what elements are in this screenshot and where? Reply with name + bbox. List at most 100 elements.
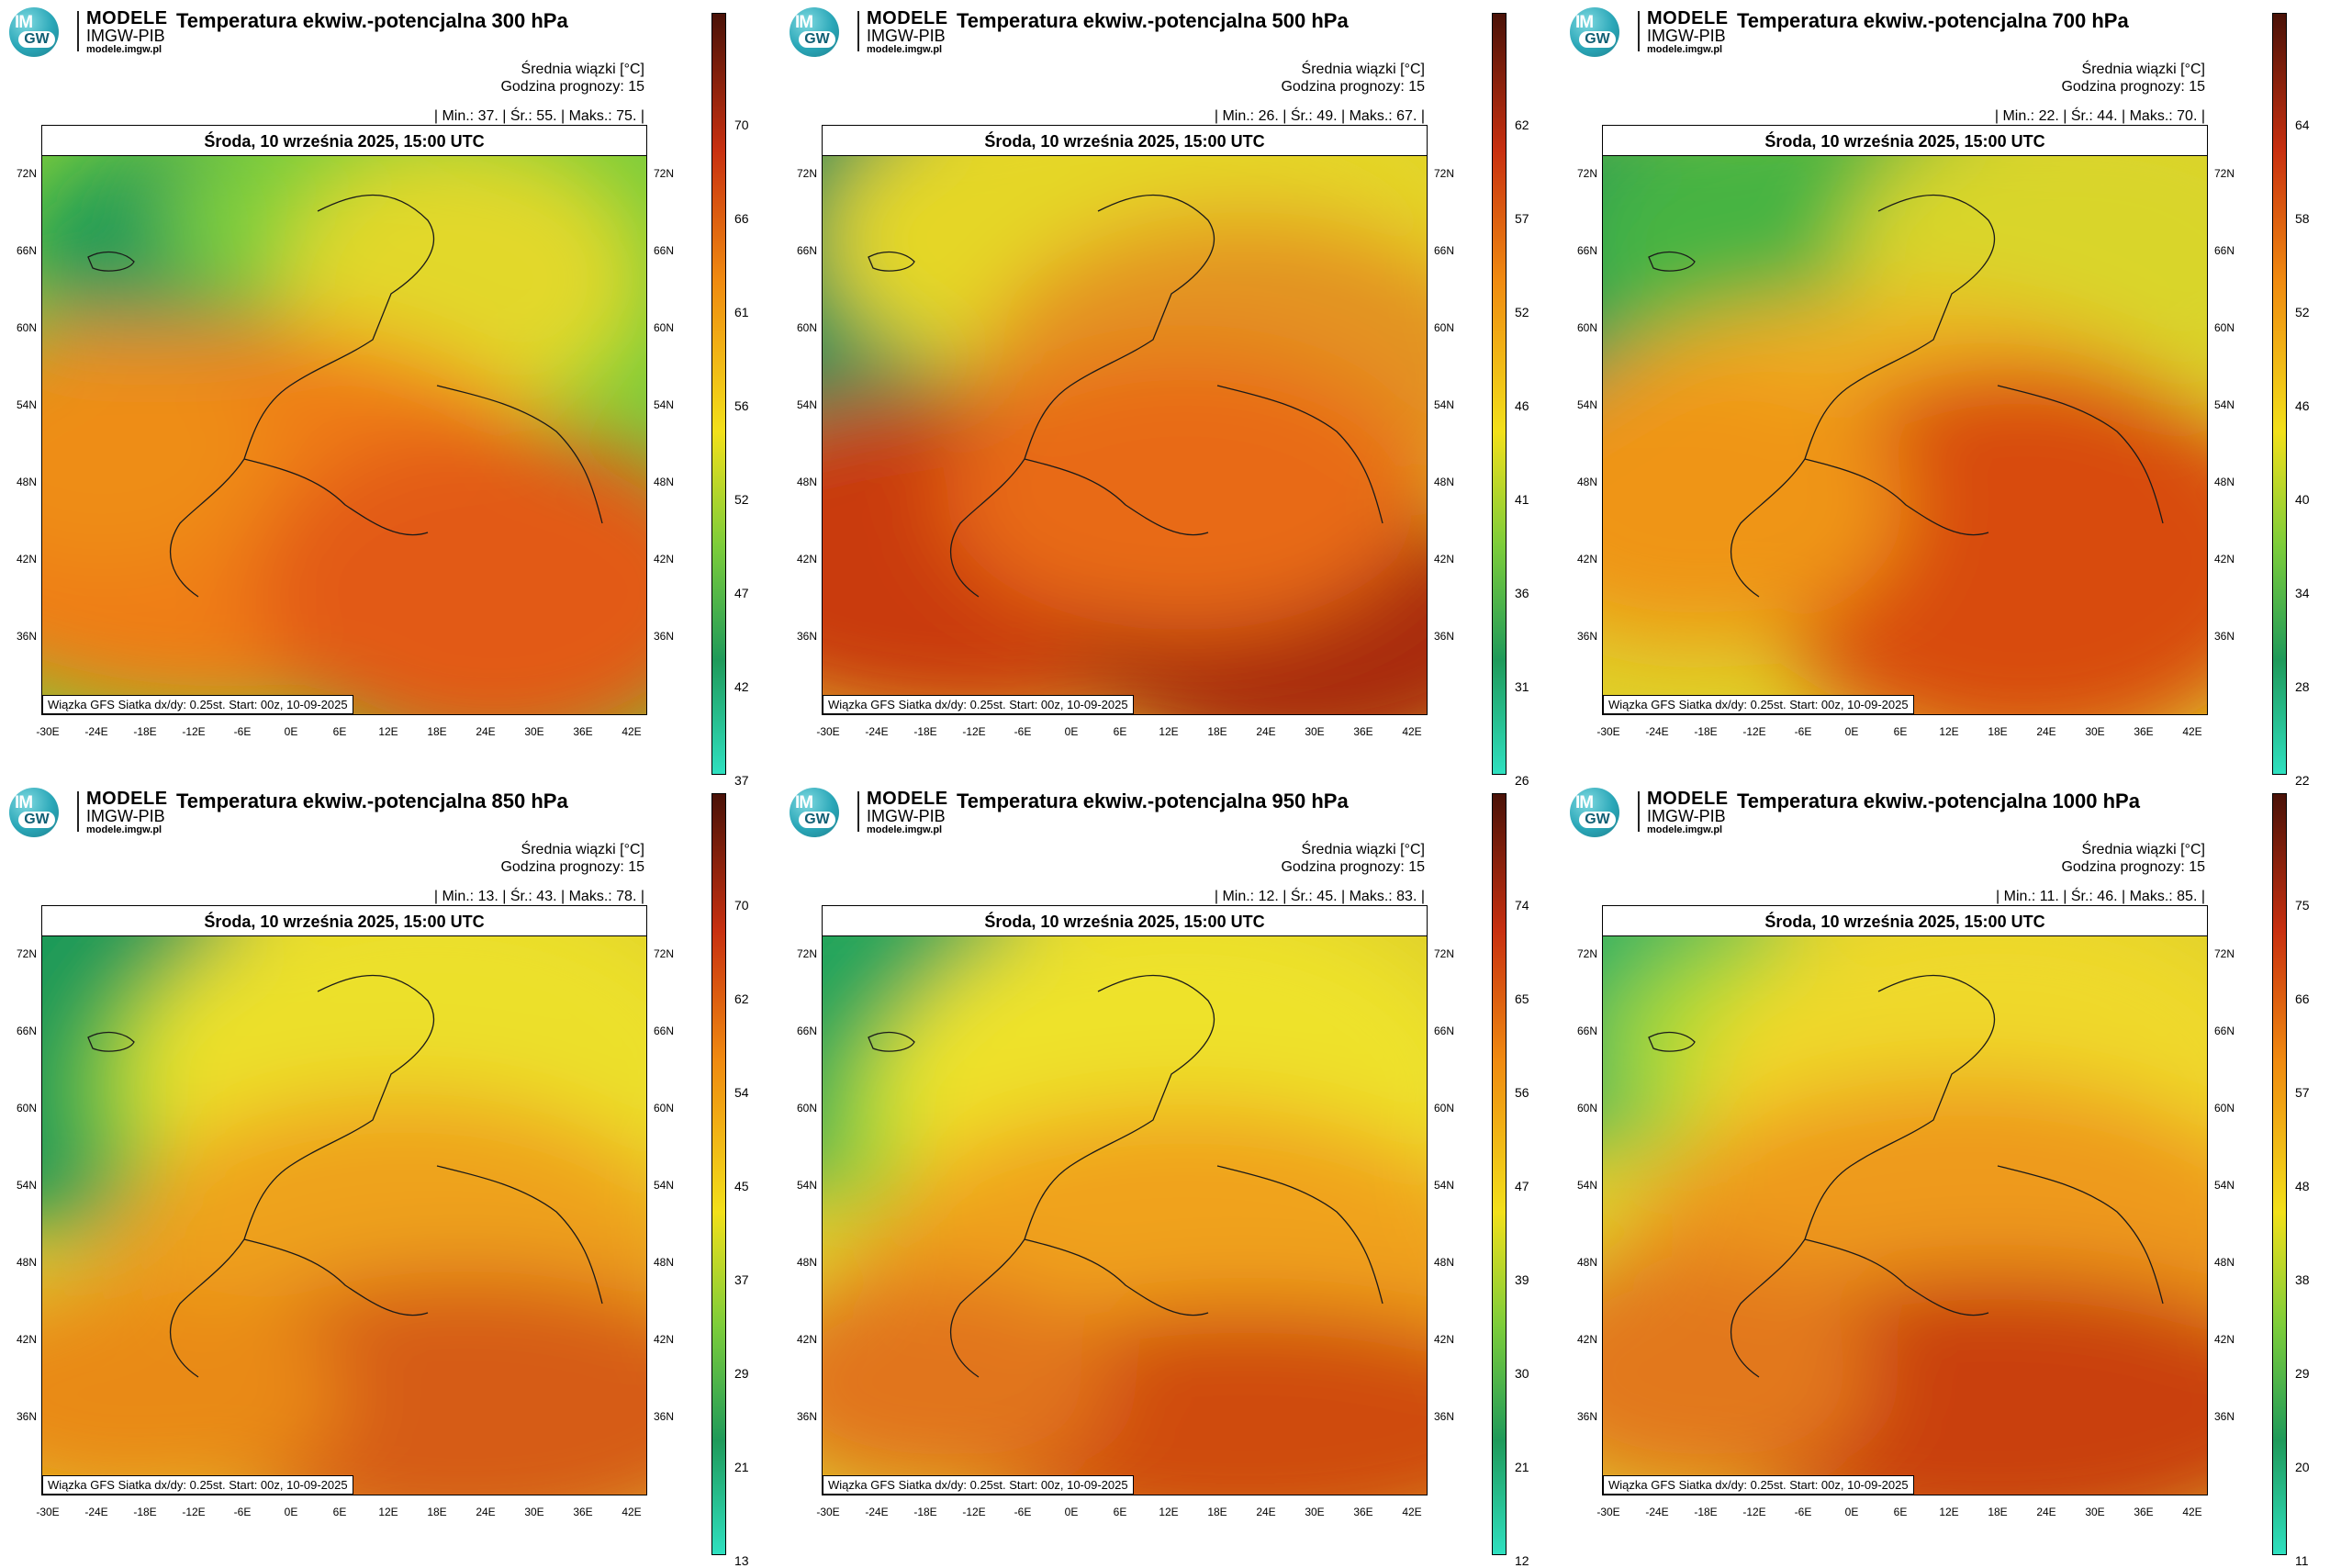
- logo-brand: MODELE: [86, 8, 168, 28]
- valid-date: Środa, 10 września 2025, 15:00 UTC: [822, 125, 1428, 156]
- longitude-label: 42E: [2182, 1506, 2202, 1518]
- forecast-hour: Godzina prognozy: 15: [500, 79, 644, 95]
- latitude-label: 54N: [1434, 1179, 1455, 1192]
- latitude-label: 60N: [797, 1102, 818, 1114]
- colorbar-tick: 47: [1515, 1179, 1529, 1193]
- temperature-field: [823, 936, 1427, 1495]
- latitude-label: 36N: [1434, 630, 1455, 643]
- latitude-label: 42N: [17, 1333, 38, 1346]
- colorbar-tick: 65: [1515, 991, 1529, 1006]
- unit-label: Średnia wiązki [°C]: [2081, 62, 2205, 77]
- colorbar-tick: 46: [2295, 398, 2310, 413]
- logo-brand: MODELE: [1647, 789, 1729, 809]
- longitude-label: -24E: [1645, 1506, 1669, 1518]
- valid-date: Środa, 10 września 2025, 15:00 UTC: [41, 905, 647, 936]
- map-area: Wiązka GFS Siatka dx/dy: 0.25st. Start: …: [822, 935, 1428, 1495]
- logo-divider: [857, 791, 859, 832]
- longitude-label: 18E: [1988, 1506, 2008, 1518]
- latitude-label: 54N: [1434, 398, 1455, 411]
- forecast-hour: Godzina prognozy: 15: [2061, 79, 2205, 95]
- longitude-label: -30E: [1596, 1506, 1620, 1518]
- longitude-label: -12E: [962, 1506, 986, 1518]
- imgw-logo: IM GW MODELE IMGW-PIB modele.imgw.pl: [9, 7, 168, 57]
- longitude-label: -24E: [84, 725, 108, 738]
- colorbar: [2272, 793, 2287, 1555]
- iceland-outline: [87, 251, 135, 272]
- map-panel: IM GW MODELE IMGW-PIB modele.imgw.pl Tem…: [1561, 780, 2341, 1568]
- logo-divider: [857, 11, 859, 51]
- latitude-label: 48N: [797, 1256, 818, 1269]
- logo-mark-gw: GW: [1579, 31, 1616, 48]
- longitude-label: -30E: [1596, 725, 1620, 738]
- map-panel: IM GW MODELE IMGW-PIB modele.imgw.pl Tem…: [780, 0, 1561, 788]
- longitude-label: 6E: [332, 725, 347, 738]
- latitude-label: 66N: [1577, 244, 1598, 257]
- colorbar-tick: 70: [734, 118, 749, 132]
- panel-title: Temperatura ekwiw.-potencjalna 300 hPa: [176, 9, 568, 32]
- temperature-field: [1603, 936, 2207, 1495]
- logo-mark-gw: GW: [799, 812, 835, 828]
- longitude-label: 6E: [1113, 725, 1127, 738]
- latitude-label: 48N: [654, 1256, 675, 1269]
- colorbar-tick: 52: [734, 492, 749, 507]
- logo-mark-im: IM: [1575, 793, 1594, 812]
- latitude-label: 60N: [2214, 321, 2235, 334]
- latitude-label: 66N: [17, 1025, 38, 1037]
- latitude-label: 48N: [797, 476, 818, 488]
- panel-title: Temperatura ekwiw.-potencjalna 700 hPa: [1737, 9, 2129, 32]
- longitude-label: 42E: [2182, 725, 2202, 738]
- latitude-label: 66N: [654, 1025, 675, 1037]
- colorbar-tick: 21: [1515, 1460, 1529, 1474]
- panel-meta: Średnia wiązki [°C] Godzina prognozy: 15: [500, 61, 644, 95]
- latitude-label: 66N: [1434, 1025, 1455, 1037]
- latitude-label: 36N: [17, 1410, 38, 1423]
- latitude-label: 42N: [654, 553, 675, 566]
- longitude-label: 30E: [524, 1506, 544, 1518]
- logo-url: modele.imgw.pl: [86, 824, 162, 835]
- unit-label: Średnia wiązki [°C]: [521, 842, 644, 857]
- logo-mark-gw: GW: [799, 31, 835, 48]
- longitude-label: 24E: [2036, 725, 2056, 738]
- latitude-label: 66N: [797, 1025, 818, 1037]
- logo-mark-im: IM: [1575, 13, 1594, 32]
- iceland-outline: [1648, 251, 1696, 272]
- colorbar-tick: 66: [2295, 991, 2310, 1006]
- longitude-label: 0E: [284, 1506, 298, 1518]
- imgw-logo-mark: IM GW: [1570, 7, 1619, 57]
- latitude-label: 42N: [1434, 553, 1455, 566]
- stats-line: | Min.: 12. | Śr.: 45. | Maks.: 83. |: [1214, 889, 1425, 904]
- logo-sub: IMGW-PIB: [1647, 27, 1726, 45]
- longitude-label: -18E: [1694, 1506, 1718, 1518]
- longitude-label: 0E: [1844, 725, 1859, 738]
- logo-sub: IMGW-PIB: [86, 27, 165, 45]
- colorbar-tick: 62: [734, 991, 749, 1006]
- logo-divider: [1638, 791, 1640, 832]
- colorbar-tick: 29: [734, 1366, 749, 1381]
- latitude-label: 60N: [2214, 1102, 2235, 1114]
- colorbar-tick: 74: [1515, 898, 1529, 913]
- latitude-label: 36N: [1577, 630, 1598, 643]
- logo-sub: IMGW-PIB: [867, 807, 946, 825]
- stats-line: | Min.: 13. | Śr.: 43. | Maks.: 78. |: [433, 889, 644, 904]
- latitude-label: 66N: [2214, 1025, 2235, 1037]
- model-credit: Wiązka GFS Siatka dx/dy: 0.25st. Start: …: [823, 1475, 1134, 1495]
- longitude-label: -12E: [1742, 725, 1766, 738]
- colorbar-tick: 21: [734, 1460, 749, 1474]
- longitude-label: -18E: [1694, 725, 1718, 738]
- latitude-label: 60N: [17, 321, 38, 334]
- latitude-label: 60N: [1434, 1102, 1455, 1114]
- forecast-hour: Godzina prognozy: 15: [1281, 859, 1425, 875]
- colorbar-tick: 38: [2295, 1272, 2310, 1287]
- longitude-label: 36E: [2134, 725, 2154, 738]
- imgw-logo-mark: IM GW: [9, 7, 59, 57]
- colorbar-tick: 61: [734, 305, 749, 319]
- longitude-label: -12E: [182, 1506, 206, 1518]
- colorbar: [1492, 793, 1507, 1555]
- longitude-label: -6E: [233, 1506, 252, 1518]
- imgw-logo: IM GW MODELE IMGW-PIB modele.imgw.pl: [790, 7, 947, 57]
- panel-meta: Średnia wiązki [°C] Godzina prognozy: 15: [500, 841, 644, 876]
- panel-title: Temperatura ekwiw.-potencjalna 850 hPa: [176, 790, 568, 812]
- longitude-label: 36E: [573, 1506, 593, 1518]
- longitude-label: -30E: [816, 1506, 840, 1518]
- map-panel: IM GW MODELE IMGW-PIB modele.imgw.pl Tem…: [0, 780, 780, 1568]
